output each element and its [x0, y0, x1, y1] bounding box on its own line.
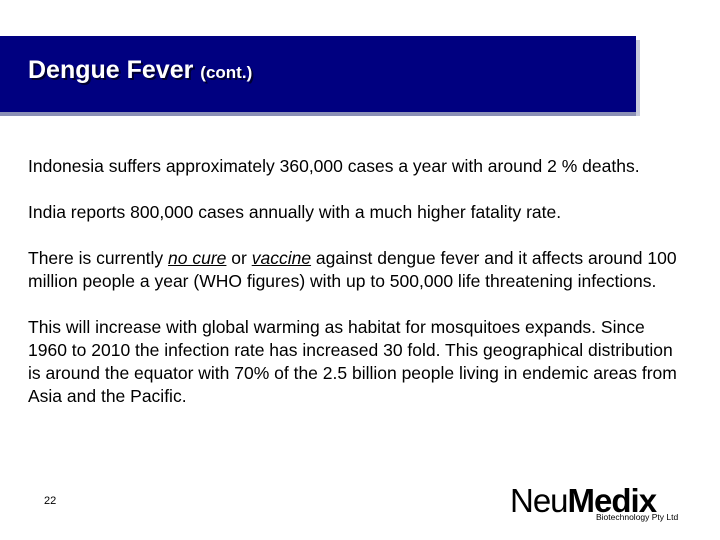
slide-title-main: Dengue Fever: [28, 56, 194, 84]
logo-wordmark: NeuMedix: [510, 482, 658, 520]
paragraph-india: India reports 800,000 cases annually wit…: [28, 202, 562, 222]
logo-neu: Neu: [510, 482, 569, 519]
paragraph-global-warming: This will increase with global warming a…: [28, 317, 677, 406]
no-cure-emphasis: no cure: [168, 248, 227, 268]
logo-tagline: Biotechnology Pty Ltd: [596, 512, 679, 522]
vaccine-emphasis: vaccine: [251, 248, 312, 268]
slide-title: Dengue Fever (cont.): [28, 56, 252, 85]
title-bar: Dengue Fever (cont.): [0, 36, 640, 116]
logo-medix: Medix: [567, 482, 658, 519]
slide-body: Indonesia suffers approximately 360,000 …: [28, 155, 678, 431]
paragraph-no-cure: There is currently no cure or vaccine ag…: [28, 247, 678, 293]
title-bar-shadow: [636, 40, 640, 116]
neumedix-logo: NeuMedix Biotechnology Pty Ltd: [510, 482, 710, 522]
page-number: 22: [44, 495, 57, 507]
paragraph-no-cure-post: against dengue fever and it affects arou…: [28, 248, 677, 291]
paragraph-indonesia: Indonesia suffers approximately 360,000 …: [28, 156, 640, 176]
paragraph-no-cure-pre: There is currently: [28, 248, 169, 268]
slide-title-suffix: (cont.): [200, 63, 253, 82]
paragraph-no-cure-or: or: [226, 248, 252, 268]
